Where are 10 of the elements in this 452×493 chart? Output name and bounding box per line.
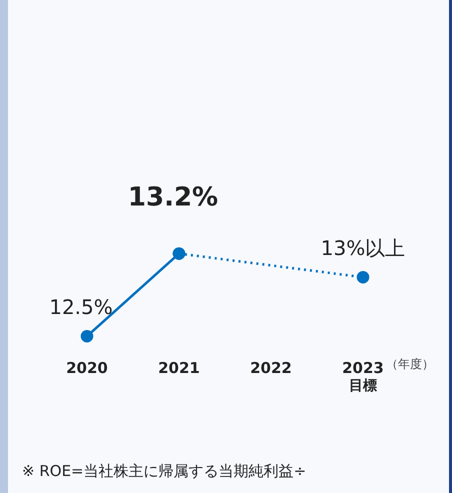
x-axis-title: （年度） bbox=[386, 357, 434, 371]
text: ※ ROE=当社株主に帰属する当期純利益÷ bbox=[22, 462, 306, 481]
x-tick-label: 2021 bbox=[158, 358, 200, 377]
text: 目標 bbox=[349, 378, 377, 394]
data-label: 13.2% bbox=[128, 182, 218, 213]
x-tick-label: 2022 bbox=[250, 358, 292, 377]
data-label: 12.5% bbox=[49, 295, 113, 320]
x-tick-label: 2020 bbox=[66, 358, 108, 377]
x-tick-label: 2023 bbox=[342, 358, 384, 377]
data-label: 13%以上 bbox=[320, 236, 406, 260]
